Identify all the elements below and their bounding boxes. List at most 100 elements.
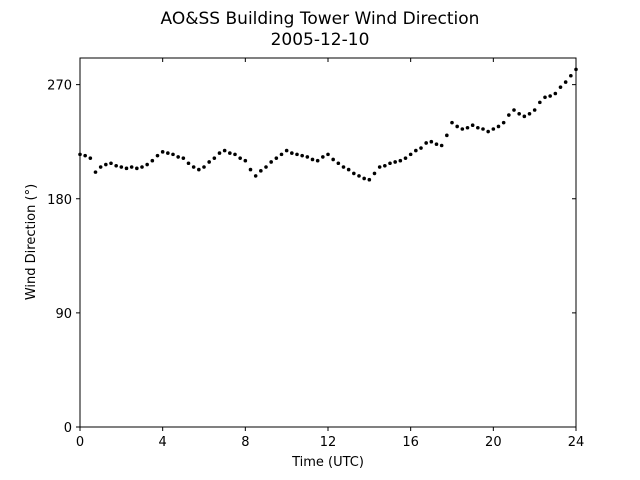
data-point <box>336 161 341 166</box>
data-point <box>326 152 330 157</box>
data-point <box>367 177 372 182</box>
x-tick-label: 12 <box>320 435 337 450</box>
data-point <box>295 152 299 157</box>
data-point <box>310 157 315 162</box>
data-point <box>253 174 258 178</box>
data-point <box>341 165 346 169</box>
data-point <box>398 158 403 163</box>
x-axis-label: Time (UTC) <box>291 455 364 470</box>
data-point <box>429 139 434 144</box>
data-point <box>496 124 501 129</box>
data-point <box>119 165 124 169</box>
data-point <box>104 162 108 167</box>
y-tick-label: 180 <box>47 193 72 208</box>
data-point <box>346 167 351 172</box>
data-point <box>558 85 563 89</box>
data-point <box>222 148 227 153</box>
data-point <box>212 156 217 160</box>
data-point <box>264 165 268 169</box>
data-point <box>78 152 82 157</box>
data-point <box>290 151 294 155</box>
data-point <box>403 156 408 160</box>
data-point <box>88 156 93 160</box>
data-point <box>150 158 155 163</box>
x-tick-label: 24 <box>568 435 585 450</box>
x-tick-label: 20 <box>485 435 502 450</box>
data-point <box>419 146 423 150</box>
data-point <box>414 148 418 153</box>
data-point <box>569 73 573 78</box>
data-point <box>331 157 335 162</box>
data-point <box>434 142 439 147</box>
data-point <box>217 151 222 155</box>
data-point <box>563 80 568 84</box>
x-tick-label: 8 <box>241 435 249 450</box>
data-point <box>377 165 382 169</box>
data-point <box>512 108 516 112</box>
data-point <box>321 155 325 159</box>
data-point <box>98 165 103 169</box>
data-point <box>233 152 237 157</box>
data-point <box>186 161 191 166</box>
data-point <box>300 153 304 158</box>
data-point <box>450 120 454 125</box>
data-point <box>486 129 490 134</box>
data-point <box>135 166 139 171</box>
data-point <box>166 151 170 155</box>
data-point <box>538 100 542 105</box>
data-point <box>228 151 232 155</box>
data-point <box>352 171 356 176</box>
data-point <box>383 163 387 168</box>
data-point <box>357 174 361 178</box>
data-point <box>207 160 211 164</box>
data-point <box>527 111 532 116</box>
data-point <box>574 67 578 72</box>
x-tick-label: 16 <box>402 435 419 450</box>
data-point <box>248 167 253 172</box>
data-point <box>197 167 201 172</box>
data-point <box>83 153 87 158</box>
data-point <box>315 158 320 163</box>
data-point <box>424 141 428 145</box>
data-point <box>155 153 160 158</box>
data-point <box>160 150 165 154</box>
data-point <box>176 155 180 159</box>
chart-title: AO&SS Building Tower Wind Direction <box>161 9 480 29</box>
data-point <box>543 95 547 100</box>
data-point <box>476 125 480 130</box>
data-point <box>553 91 558 96</box>
y-tick-label: 90 <box>55 307 72 322</box>
data-point <box>362 176 366 181</box>
data-point <box>171 152 175 157</box>
data-point <box>393 160 397 164</box>
data-point <box>372 171 377 176</box>
data-point <box>129 165 134 169</box>
data-point <box>109 161 113 166</box>
data-point <box>274 156 279 160</box>
chart-subtitle: 2005-12-10 <box>271 30 370 50</box>
data-point <box>124 166 129 171</box>
x-tick-label: 0 <box>76 435 84 450</box>
data-point <box>305 155 310 159</box>
data-point <box>238 156 242 160</box>
data-point <box>445 133 449 138</box>
data-point <box>243 158 248 163</box>
data-point <box>481 127 485 131</box>
data-point <box>507 113 511 117</box>
data-point <box>460 127 465 131</box>
data-point <box>202 165 206 169</box>
data-point <box>145 162 149 167</box>
data-point <box>269 160 273 164</box>
data-point <box>491 127 496 131</box>
data-point <box>548 94 552 98</box>
y-tick-label: 270 <box>47 79 72 94</box>
data-point <box>470 123 475 128</box>
data-point <box>439 143 444 148</box>
data-point <box>522 114 527 119</box>
y-axis-label: Wind Direction (°) <box>24 184 39 300</box>
data-point <box>259 169 263 173</box>
data-point <box>181 156 186 160</box>
data-point <box>279 152 284 157</box>
